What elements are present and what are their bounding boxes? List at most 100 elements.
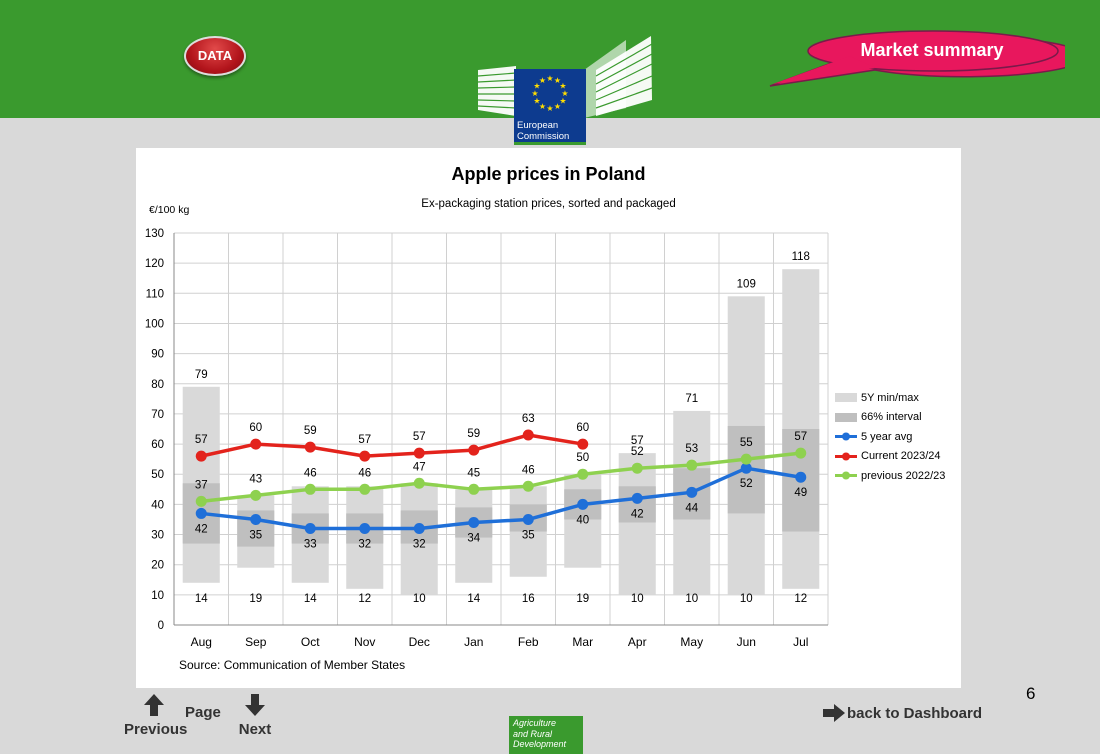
y-tick-label: 0 [158, 620, 164, 632]
max-data-label: 79 [195, 369, 208, 381]
legend-entry: 5 year avg [835, 427, 945, 447]
previous-page-button[interactable]: Previous [124, 694, 188, 738]
legend-swatch [835, 412, 857, 422]
series-point [522, 429, 534, 441]
series-point [195, 450, 207, 462]
y-tick-label: 120 [145, 258, 164, 270]
legend-label: 66% interval [861, 411, 922, 424]
legend-entry: previous 2022/23 [835, 466, 945, 486]
chart-panel: Apple prices in Poland Ex-packaging stat… [136, 148, 961, 688]
min-data-label: 10 [631, 593, 644, 605]
max-data-label: 71 [685, 393, 698, 405]
min-data-label: 10 [740, 593, 753, 605]
y-tick-label: 20 [151, 560, 164, 572]
series-line [200, 433, 584, 458]
series-point [740, 453, 752, 465]
min-data-label: 16 [522, 593, 535, 605]
market-summary-link[interactable]: Market summary [860, 40, 1004, 60]
series-data-label: 60 [576, 422, 589, 434]
series-data-label: 55 [740, 437, 753, 449]
series-data-label: 35 [249, 529, 262, 541]
european-commission-logo-text: European Commission [514, 117, 586, 145]
series-point [577, 438, 589, 450]
legend-entry: 5Y min/max [835, 388, 945, 408]
minmax-bar [618, 453, 656, 595]
series-point [468, 444, 480, 456]
series-point [631, 492, 643, 504]
x-tick-label: Jul [793, 635, 808, 649]
eu-star-icon: ★ [533, 97, 540, 106]
legend-label: previous 2022/23 [861, 469, 946, 482]
agri-line2: and Rural [513, 728, 553, 739]
series-point [195, 495, 207, 507]
x-tick-label: Feb [518, 635, 539, 649]
legend-label: Current 2023/24 [861, 450, 941, 463]
series-point [195, 507, 207, 519]
eu-star-icon: ★ [531, 89, 538, 98]
eu-star-icon: ★ [539, 102, 546, 111]
interval-bar [618, 486, 656, 523]
legend-swatch [835, 471, 857, 480]
series-data-label: 46 [358, 467, 371, 479]
series-point [359, 483, 371, 495]
series-data-label: 44 [685, 502, 698, 514]
series-data-label: 52 [740, 478, 753, 490]
series-data-label: 52 [631, 446, 644, 458]
next-label: Next [238, 721, 272, 738]
back-to-dashboard-link[interactable]: back to Dashboard [823, 704, 982, 722]
series-data-label: 32 [413, 539, 426, 551]
series-data-label: 45 [467, 467, 480, 479]
series-point [795, 447, 807, 459]
series-point [250, 489, 262, 501]
chart-subtitle: Ex-packaging station prices, sorted and … [421, 198, 676, 210]
x-tick-label: Jun [737, 635, 756, 649]
arrow-up-icon [144, 694, 164, 716]
agri-line1: Agriculture [513, 718, 557, 728]
series-line [201, 466, 802, 531]
market-summary-bubble [769, 30, 1065, 87]
series-data-label: 49 [794, 487, 807, 499]
series-point [577, 468, 589, 480]
series-data-label: 42 [195, 523, 208, 535]
series-data-label: 42 [631, 508, 644, 520]
logo-text-line2: Commission [517, 131, 570, 142]
series-point [577, 498, 589, 510]
min-data-label: 19 [576, 593, 589, 605]
data-button[interactable]: DATA [184, 36, 246, 76]
series-point [304, 523, 316, 535]
max-data-label: 118 [792, 251, 810, 263]
series-data-label: 34 [467, 532, 480, 544]
next-page-button[interactable]: Next [230, 694, 280, 738]
eu-star-icon: ★ [554, 76, 561, 85]
series-point [359, 523, 371, 535]
y-tick-label: 60 [151, 439, 164, 451]
min-data-label: 10 [413, 593, 426, 605]
x-tick-label: Dec [409, 635, 430, 649]
series-data-label: 46 [522, 464, 535, 476]
legend-swatch [835, 432, 857, 441]
series-data-label: 43 [249, 473, 262, 485]
min-data-label: 12 [794, 593, 807, 605]
series-data-label: 57 [358, 434, 371, 446]
previous-label: Previous [124, 721, 188, 738]
x-tick-label: Nov [354, 635, 375, 649]
series-data-label: 37 [195, 479, 208, 491]
series-data-label: 57 [195, 434, 208, 446]
min-data-label: 14 [304, 593, 317, 605]
x-tick-label: May [680, 635, 703, 649]
series-point [413, 477, 425, 489]
series-point [413, 447, 425, 459]
eu-star-icon: ★ [554, 102, 561, 111]
price-chart: 0 10 20 30 40 50 60 70 80 90 100 110 120 130 Aug Sep Oct… [145, 228, 829, 649]
back-to-dashboard-label: back to Dashboard [847, 704, 983, 722]
series-data-label: 50 [576, 452, 589, 464]
min-data-label: 12 [358, 593, 371, 605]
min-data-label: 14 [195, 593, 208, 605]
series-line [201, 451, 801, 504]
series-point [631, 462, 643, 474]
y-tick-label: 30 [151, 530, 164, 542]
series-data-label: 53 [685, 443, 698, 455]
y-tick-label: 90 [151, 349, 164, 361]
eu-star-icon: ★ [546, 104, 553, 113]
series-data-label: 40 [576, 514, 589, 526]
